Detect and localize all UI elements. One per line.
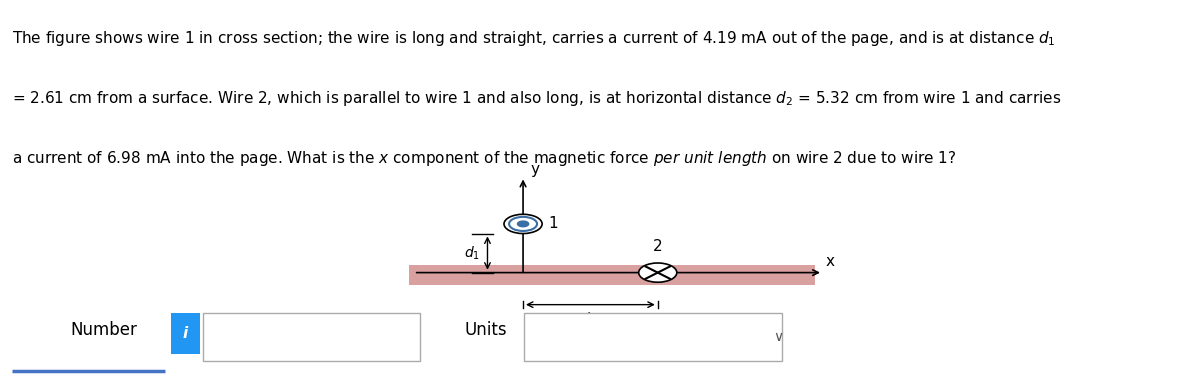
Text: y: y (530, 161, 540, 177)
Text: $-d_2-$: $-d_2-$ (570, 311, 611, 328)
Text: i: i (182, 326, 188, 341)
FancyBboxPatch shape (170, 313, 200, 354)
FancyBboxPatch shape (523, 313, 782, 361)
Bar (409, 265, 815, 285)
Text: Number: Number (71, 321, 138, 339)
Text: Units: Units (464, 321, 508, 339)
Text: = 2.61 cm from a surface. Wire 2, which is parallel to wire 1 and also long, is : = 2.61 cm from a surface. Wire 2, which … (12, 89, 1061, 108)
Text: a current of 6.98 mA into the page. What is the $x$ component of the magnetic fo: a current of 6.98 mA into the page. What… (12, 149, 956, 168)
Text: x: x (826, 254, 834, 269)
Circle shape (504, 214, 542, 234)
Text: $d_1$: $d_1$ (464, 244, 480, 262)
FancyBboxPatch shape (203, 313, 420, 361)
Text: The figure shows wire 1 in cross section; the wire is long and straight, carries: The figure shows wire 1 in cross section… (12, 29, 1056, 48)
Text: 2: 2 (653, 239, 662, 254)
Circle shape (638, 263, 677, 282)
Text: ∨: ∨ (774, 330, 784, 344)
Text: 1: 1 (548, 217, 558, 231)
Circle shape (517, 221, 529, 227)
